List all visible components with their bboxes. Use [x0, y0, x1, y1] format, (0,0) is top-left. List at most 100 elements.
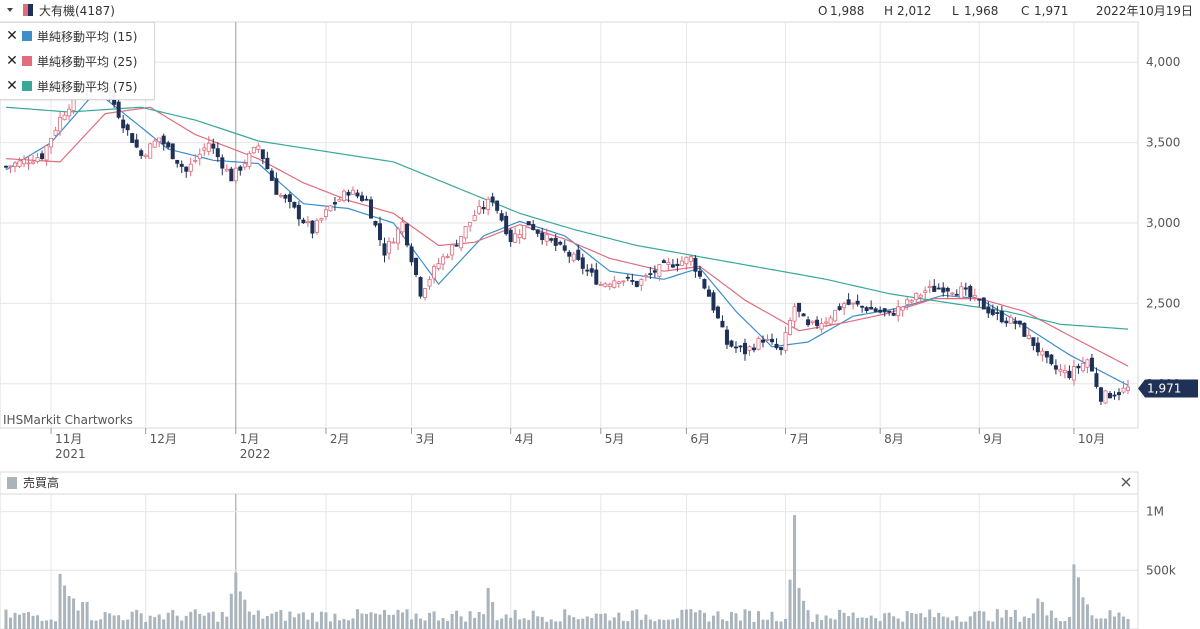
- low-value: 1,968: [964, 4, 998, 18]
- candle: [170, 143, 175, 160]
- candle: [301, 217, 306, 224]
- volume-bar: [995, 609, 999, 629]
- volume-bar: [270, 613, 274, 629]
- candle: [265, 151, 270, 170]
- candle: [941, 282, 946, 297]
- volume-bar: [171, 609, 175, 629]
- volume-bar: [757, 611, 761, 629]
- volume-bar: [9, 617, 13, 629]
- volume-bar: [157, 614, 161, 629]
- volume-bar: [549, 619, 553, 629]
- candle: [323, 205, 328, 221]
- remove-ma75-icon[interactable]: ✕: [6, 78, 18, 94]
- candle: [995, 305, 1000, 321]
- volume-bar: [707, 621, 711, 629]
- volume-plot-area[interactable]: [0, 493, 1139, 629]
- volume-bar: [887, 612, 891, 629]
- ma75-label: 単純移動平均 (75): [37, 79, 138, 94]
- volume-bar: [531, 610, 535, 629]
- candle: [770, 333, 775, 345]
- volume-bar: [1036, 598, 1040, 629]
- volume-bar: [504, 614, 508, 629]
- candle: [959, 281, 964, 300]
- ma15-swatch: [22, 31, 32, 41]
- volume-bar: [527, 619, 531, 629]
- candle: [945, 286, 950, 298]
- candle: [1008, 314, 1013, 324]
- remove-ma25-icon[interactable]: ✕: [6, 53, 18, 69]
- volume-bar: [991, 621, 995, 629]
- candle: [1044, 351, 1049, 364]
- volume-bar: [811, 621, 815, 629]
- legend-item-ma25[interactable]: ✕ 単純移動平均 (25): [6, 51, 137, 71]
- volume-bar: [847, 616, 851, 629]
- caret-down-icon[interactable]: [7, 8, 13, 12]
- candle: [1035, 337, 1040, 356]
- candle: [887, 310, 892, 316]
- legend-item-ma75[interactable]: ✕ 単純移動平均 (75): [6, 76, 137, 96]
- candle: [540, 227, 545, 245]
- candle: [1040, 347, 1045, 362]
- volume-bar: [423, 620, 427, 629]
- candle: [13, 160, 18, 173]
- volume-bar: [455, 610, 459, 629]
- volume-bar: [446, 621, 450, 629]
- candle: [242, 159, 247, 170]
- volume-bar: [283, 620, 287, 629]
- candle: [531, 220, 536, 231]
- close-icon[interactable]: [1119, 474, 1133, 490]
- volume-bar: [459, 616, 463, 629]
- volume-bar: [928, 609, 932, 629]
- volume-bar: [914, 613, 918, 629]
- candle: [706, 285, 711, 297]
- volume-bar: [450, 614, 454, 629]
- volume-bars: [4, 515, 1130, 629]
- volume-bar: [306, 619, 310, 629]
- candle: [341, 189, 346, 203]
- volume-bar: [117, 615, 121, 629]
- price-plot-area[interactable]: [0, 21, 1139, 429]
- volume-bar: [657, 619, 661, 629]
- volume-bar: [207, 612, 211, 629]
- candle: [869, 300, 874, 310]
- candle: [594, 262, 599, 286]
- volume-bar: [310, 612, 314, 629]
- close-label: C: [1021, 4, 1029, 18]
- volume-panel: 売買高 500k 1M: [0, 471, 1176, 629]
- volume-bar: [513, 610, 517, 629]
- legend-item-ma15[interactable]: ✕ 単純移動平均 (15): [6, 26, 137, 46]
- volume-bar: [572, 617, 576, 629]
- candle: [607, 282, 612, 291]
- ma75-line: [5, 106, 1129, 330]
- volume-bar: [788, 579, 792, 629]
- volume-bar: [126, 619, 130, 629]
- volume-bar: [360, 613, 364, 629]
- volume-bar: [13, 612, 17, 629]
- volume-bar: [1090, 615, 1094, 629]
- volume-bar: [829, 618, 833, 629]
- candle: [283, 193, 288, 203]
- volume-bar: [94, 620, 98, 629]
- stock-title[interactable]: 大有機(4187): [39, 3, 115, 18]
- volume-bar: [410, 619, 414, 629]
- volume-bar: [968, 616, 972, 629]
- candle: [972, 288, 977, 302]
- volume-bar: [1063, 621, 1067, 629]
- volume-bar: [671, 619, 675, 629]
- candle: [472, 210, 477, 222]
- volume-bar: [684, 609, 688, 629]
- volume-bar: [1112, 616, 1116, 629]
- candle: [450, 243, 455, 261]
- candle: [630, 273, 635, 286]
- volume-bar: [261, 618, 265, 629]
- volume-bar: [315, 621, 319, 629]
- volume-bar: [292, 617, 296, 629]
- candle: [441, 253, 446, 271]
- volume-bar: [396, 609, 400, 629]
- volume-bar: [153, 617, 157, 629]
- volume-bar: [540, 616, 544, 629]
- volume-bar: [802, 600, 806, 629]
- candle: [571, 251, 576, 263]
- candle: [121, 114, 126, 133]
- remove-ma15-icon[interactable]: ✕: [6, 28, 18, 44]
